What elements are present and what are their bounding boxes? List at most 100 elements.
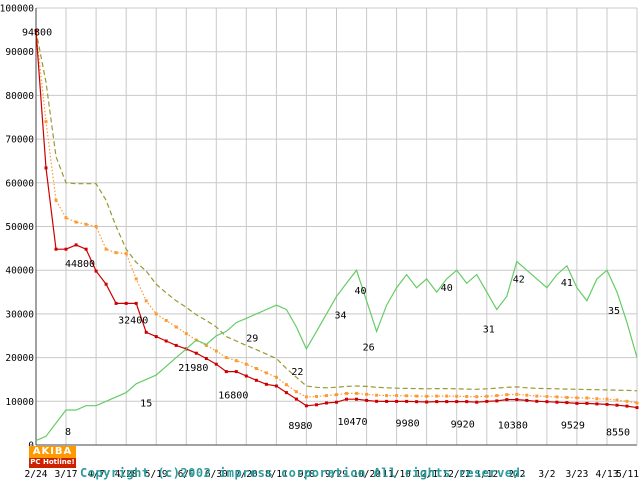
series-lowest-price-marker: [385, 399, 389, 403]
series-lowest-price-marker: [284, 391, 288, 395]
value-annotation: 9980: [396, 418, 420, 429]
series-lowest-price-marker: [54, 247, 58, 251]
series-average-price-marker: [565, 395, 569, 399]
value-annotation: 34: [334, 310, 346, 321]
x-axis-tick-label: 2/2: [508, 469, 525, 480]
series-lowest-price-marker: [214, 362, 218, 366]
series-lowest-price-marker: [304, 404, 308, 408]
series-lowest-price-marker: [395, 399, 399, 403]
series-lowest-price-marker: [64, 247, 68, 251]
series-lowest-price-marker: [274, 384, 278, 388]
value-annotation: 29: [246, 333, 258, 344]
x-axis-tick-label: 4/28: [115, 469, 138, 480]
series-average-price-marker: [455, 394, 459, 398]
value-annotation: 10380: [498, 421, 528, 432]
series-average-price-marker: [525, 393, 529, 397]
x-axis-tick-label: 2/24: [25, 469, 48, 480]
series-average-price-marker: [94, 225, 98, 228]
series-lowest-price-marker: [264, 382, 268, 386]
series-average-price-marker: [174, 325, 178, 329]
series-lowest-price-marker: [635, 406, 639, 410]
x-axis-tick-label: 5/19: [145, 469, 168, 480]
series-average-price-marker: [505, 393, 509, 397]
value-annotation: 21980: [178, 363, 208, 374]
value-annotation: 16800: [218, 391, 248, 402]
series-average-price-marker: [395, 394, 399, 398]
series-average-price-marker: [335, 393, 338, 397]
series-lowest-price-marker: [495, 399, 499, 403]
series-average-price-marker: [535, 394, 539, 398]
series-average-price-marker: [54, 198, 58, 202]
series-lowest-price-marker: [465, 400, 469, 404]
series-lowest-price-marker: [84, 247, 88, 251]
series-shop-count-x1000-line: [35, 260, 638, 442]
series-average-price-marker: [605, 397, 609, 401]
series-average-price-marker: [144, 299, 148, 303]
value-annotation: 41: [561, 278, 573, 289]
series-average-price-marker: [315, 395, 318, 398]
series-average-price-marker: [134, 277, 138, 281]
series-average-price-marker: [104, 247, 108, 251]
series-average-price-marker: [485, 394, 489, 398]
series-lowest-price-marker: [94, 269, 98, 273]
series-average-price-marker: [345, 391, 348, 395]
series-average-price-marker: [365, 392, 369, 396]
series-average-price-marker: [274, 375, 278, 379]
x-axis-tick-label: 12/22: [442, 469, 471, 480]
series-average-price-marker: [184, 332, 188, 336]
series-average-price-marker: [244, 362, 248, 366]
y-axis-tick-label: 0: [28, 441, 34, 452]
series-lowest-price-marker: [315, 403, 318, 407]
value-annotation: 40: [354, 286, 366, 297]
series-average-price-marker: [84, 222, 88, 226]
series-lowest-price-marker: [194, 351, 198, 355]
series-average-price-marker: [214, 349, 218, 353]
series-lowest-price-marker: [505, 398, 509, 402]
y-axis-tick-label: 80000: [5, 91, 34, 102]
series-average-price-marker: [425, 394, 429, 398]
x-axis-tick-label: 12/1: [415, 469, 438, 480]
y-axis-tick-label: 70000: [5, 135, 34, 146]
x-axis-tick-label: 3/17: [55, 469, 78, 480]
series-lowest-price-marker: [365, 398, 369, 402]
x-axis-tick-label: 1/12: [475, 469, 498, 480]
series-average-price-marker: [375, 393, 379, 397]
value-annotation: 44800: [65, 259, 95, 270]
series-lowest-price-marker: [525, 398, 529, 402]
series-average-price-marker: [304, 395, 308, 399]
y-axis-tick-label: 60000: [5, 178, 34, 189]
series-lowest-price-marker: [345, 397, 348, 401]
y-axis-tick-label: 30000: [5, 309, 34, 320]
series-lowest-price-marker: [204, 357, 208, 360]
series-average-price-marker: [224, 356, 228, 360]
series-average-price-marker: [154, 312, 158, 316]
value-annotation: 40: [441, 283, 453, 294]
x-axis-tick-label: 6/30: [205, 469, 228, 480]
value-annotation: 15: [140, 398, 152, 409]
value-annotation: 31: [483, 325, 495, 336]
series-lowest-price-marker: [435, 400, 439, 404]
value-annotation: 35: [608, 306, 620, 317]
series-lowest-price-marker: [425, 400, 429, 404]
series-average-price-marker: [264, 371, 268, 375]
series-average-price-marker: [635, 401, 639, 405]
series-average-price-marker: [415, 394, 419, 398]
series-average-price-marker: [385, 394, 389, 398]
series-lowest-price-marker: [254, 378, 258, 382]
series-lowest-price-marker: [375, 399, 379, 403]
series-lowest-price-marker: [74, 243, 78, 247]
series-lowest-price-marker: [154, 335, 158, 339]
series-lowest-price-marker: [575, 401, 579, 405]
series-lowest-price-marker: [174, 343, 178, 347]
series-lowest-price-marker: [325, 401, 328, 405]
value-annotation: 32400: [118, 315, 148, 326]
series-average-price-marker: [44, 120, 48, 124]
series-average-price-marker: [595, 397, 599, 401]
series-lowest-price-marker: [405, 399, 409, 403]
x-axis-tick-label: 10/20: [352, 469, 381, 480]
series-lowest-price-marker: [355, 397, 358, 401]
series-average-price-marker: [284, 383, 288, 387]
series-average-price-marker: [545, 395, 549, 398]
series-average-price-marker: [64, 216, 68, 220]
